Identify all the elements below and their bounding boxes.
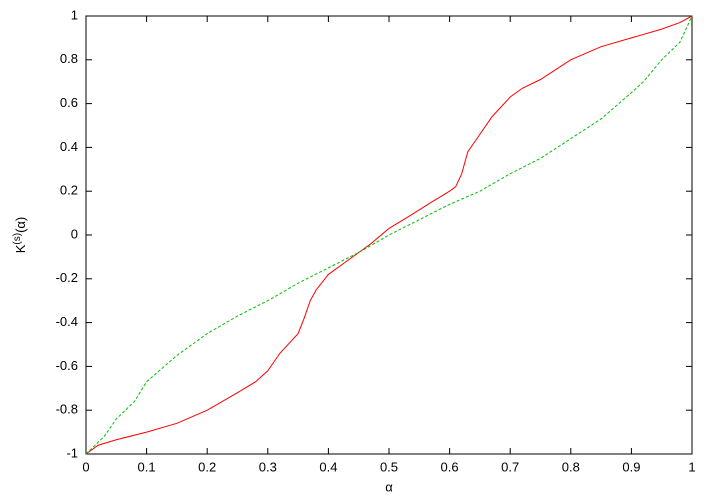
x-tick-label: 0.6 xyxy=(441,459,459,474)
y-tick-label: -0.6 xyxy=(56,358,78,373)
x-tick-label: 0.3 xyxy=(259,459,277,474)
y-tick-label: 0 xyxy=(71,226,78,241)
y-tick-label: 1 xyxy=(71,7,78,22)
y-label-arg: (α) xyxy=(13,217,28,233)
x-tick-label: 0.4 xyxy=(319,459,337,474)
x-tick-label: 0.9 xyxy=(622,459,640,474)
x-tick-label: 0.7 xyxy=(501,459,519,474)
data-line xyxy=(85,15,693,455)
x-tick-label: 0.1 xyxy=(138,459,156,474)
x-axis-label: α xyxy=(385,479,393,494)
y-tick-label: -0.8 xyxy=(56,402,78,417)
y-tick-label: -0.2 xyxy=(56,270,78,285)
x-tick-label: 0 xyxy=(82,459,89,474)
x-tick-label: 0.5 xyxy=(380,459,398,474)
y-label-sup: (s) xyxy=(12,233,23,245)
x-tick-label: 1 xyxy=(688,459,695,474)
y-tick-label: 0.2 xyxy=(60,183,78,198)
x-tick-label: 0.8 xyxy=(562,459,580,474)
y-tick-label: -0.4 xyxy=(56,314,78,329)
y-tick-label: 0.4 xyxy=(60,139,78,154)
y-tick-label: -1 xyxy=(66,445,78,460)
y-tick-label: 0.8 xyxy=(60,51,78,66)
y-label-base: K xyxy=(13,244,28,253)
plot-border xyxy=(85,15,693,455)
y-axis-label: K(s)(α) xyxy=(12,217,29,254)
y-tick-label: 0.6 xyxy=(60,95,78,110)
x-tick-label: 0.2 xyxy=(198,459,216,474)
data-line xyxy=(85,15,693,455)
